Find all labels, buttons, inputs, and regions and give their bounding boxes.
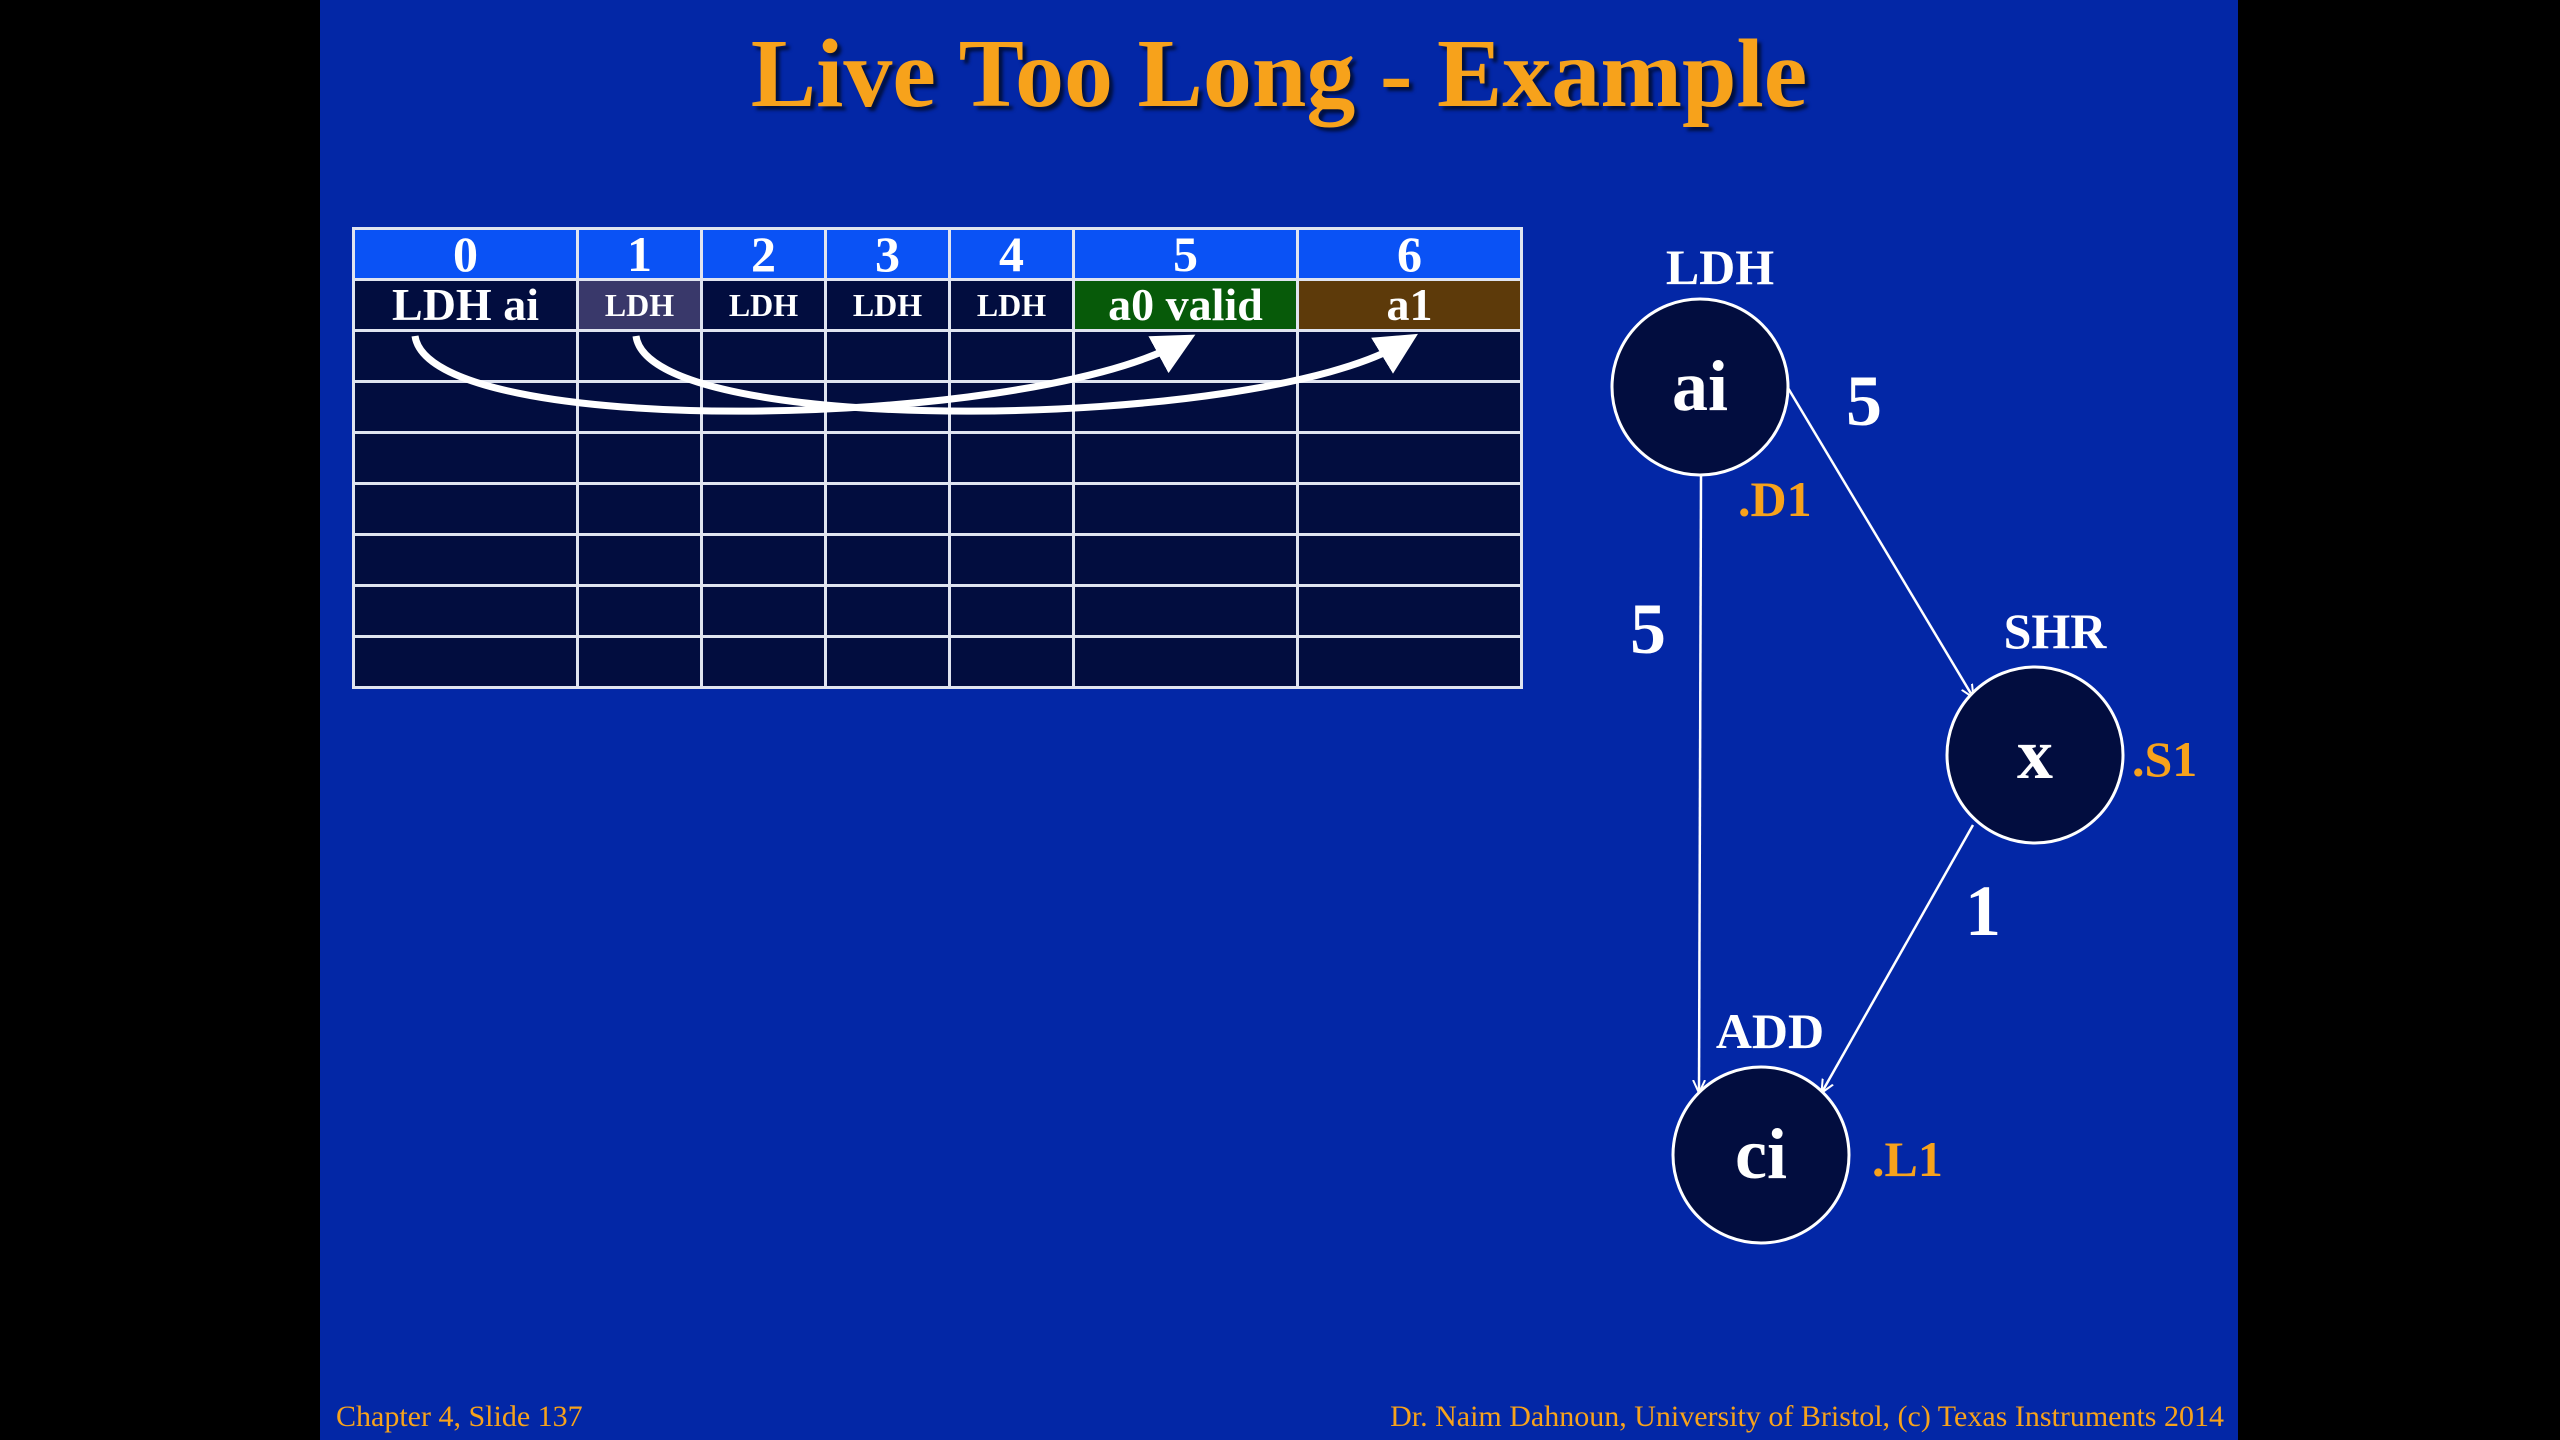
node-ci-unit: .L1 [1872,1131,1943,1187]
footer-right: Dr. Naim Dahnoun, University of Bristol,… [1390,1400,2224,1433]
schedule-table: 0 1 2 3 4 5 6 LDH ai LDH LDH LDH LDH a0 … [352,227,1523,689]
instr-cell-1: LDH [576,278,703,332]
node-x-unit: .S1 [2132,731,2198,787]
node-ai-label: ai [1671,346,1728,426]
cycle-0: 0 [352,227,579,281]
edge-ai-to-x-latency: 5 [1846,361,1882,441]
node-ci-label: ci [1735,1114,1787,1194]
empty-row [352,482,1523,536]
node-ai-unit: .D1 [1738,471,1812,527]
empty-row [352,584,1523,638]
instruction-row: LDH ai LDH LDH LDH LDH a0 valid a1 [352,278,1523,332]
cycle-header-row: 0 1 2 3 4 5 6 [352,227,1523,281]
empty-row [352,533,1523,587]
edge-x-to-ci-latency: 1 [1965,871,2001,951]
instr-cell-6: a1 [1296,278,1523,332]
empty-row [352,635,1523,689]
cycle-5: 5 [1072,227,1299,281]
slide-title: Live Too Long - Example [750,20,1808,128]
empty-row [352,380,1523,434]
instr-cell-0: LDH ai [352,278,579,332]
node-x-label: x [2017,714,2053,794]
empty-row [352,329,1523,383]
instr-cell-5: a0 valid [1072,278,1299,332]
instr-cell-4: LDH [948,278,1075,332]
cycle-4: 4 [948,227,1075,281]
edge-ai-to-ci [1699,475,1701,1092]
instr-cell-3: LDH [824,278,951,332]
cycle-6: 6 [1296,227,1523,281]
slide: Live Too Long - Example 0 1 2 3 4 5 6 LD… [320,0,2238,1440]
node-ai-op: LDH [1665,239,1775,295]
cycle-3: 3 [824,227,951,281]
footer-left: Chapter 4, Slide 137 [336,1400,583,1433]
node-x-op: SHR [2003,603,2107,659]
cycle-2: 2 [700,227,827,281]
cycle-1: 1 [576,227,703,281]
instr-cell-2: LDH [700,278,827,332]
node-ci-op: ADD [1715,1003,1825,1059]
edge-ai-to-ci-latency: 5 [1630,589,1666,669]
empty-row [352,431,1523,485]
